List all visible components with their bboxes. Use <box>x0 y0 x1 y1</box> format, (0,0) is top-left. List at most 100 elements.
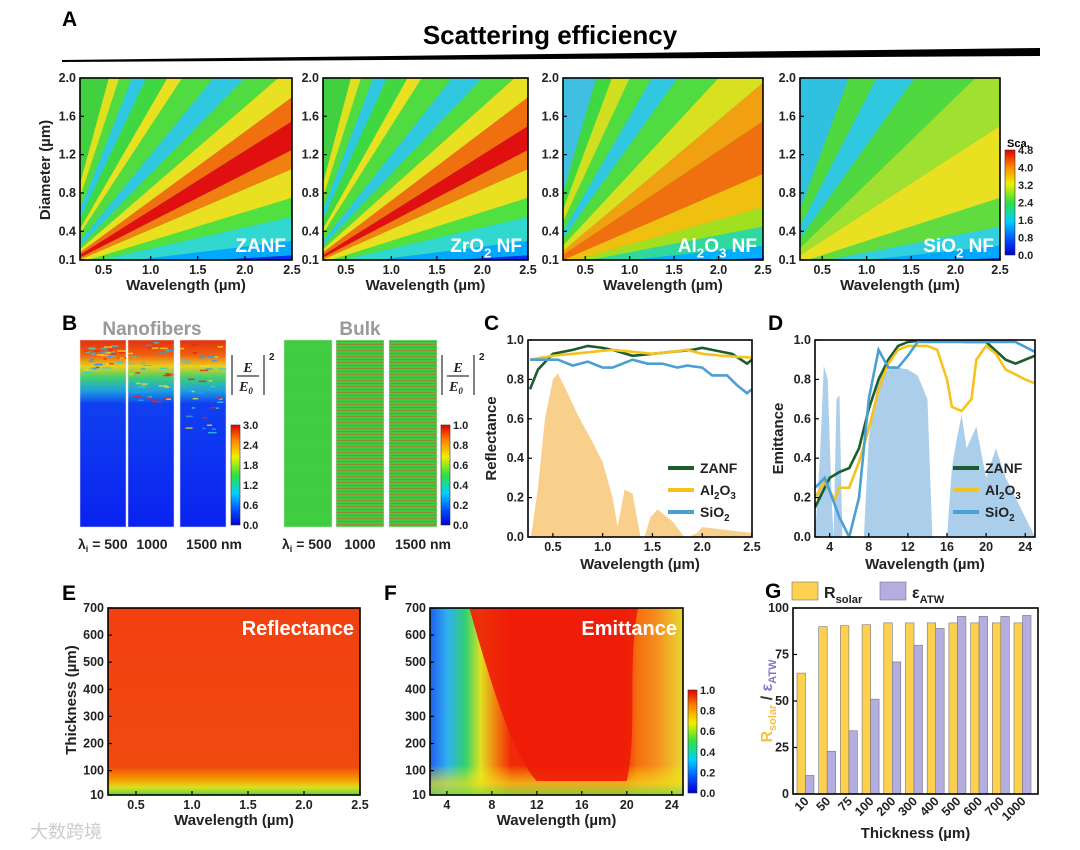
x-tick-label: 2.0 <box>694 540 711 554</box>
x-tick-label: 1.0 <box>621 263 638 277</box>
x-tick-label: 1.0 <box>858 263 875 277</box>
field-speckle <box>89 361 94 363</box>
field-speckle <box>111 353 116 355</box>
y-tick-label: 0 <box>782 787 789 801</box>
colorbar-title-e0: E0 <box>448 380 463 396</box>
field-speckle <box>147 397 151 399</box>
field-speckle <box>115 362 124 364</box>
panel-e: 0.5 1.0 1.5 2.0 2.510100200300400500600700Wa… <box>63 601 369 829</box>
x-tick-label: 4 <box>826 540 833 554</box>
y-tick-label: 1.2 <box>302 148 319 162</box>
colorbar-tick-label: 0.6 <box>453 460 468 472</box>
y-tick-label: 600 <box>405 628 426 642</box>
x-tick-label: 1.5 <box>665 263 682 277</box>
field-speckle <box>92 353 95 355</box>
y-axis-label: Emittance <box>770 403 787 475</box>
field-speckle <box>196 375 199 377</box>
field-speckle <box>133 395 141 397</box>
x-tick-label: 1.5 <box>428 263 445 277</box>
bar-rsolar <box>1014 623 1023 794</box>
y-tick-label: 0.8 <box>794 372 811 386</box>
field-speckle <box>141 368 145 370</box>
y-tick-label: 0.8 <box>59 186 76 200</box>
watermark: 大数跨境 <box>30 822 102 842</box>
label-part: / <box>759 691 776 704</box>
field-speckle <box>186 416 193 418</box>
field-speckle <box>187 389 194 391</box>
legend-label-zanf: ZANF <box>985 460 1023 476</box>
field-speckle <box>129 374 133 376</box>
panel-letter-b: B <box>62 312 77 335</box>
subscript: 3 <box>719 246 726 261</box>
x-axis-label: Wavelength (µm) <box>126 277 246 294</box>
x-tick-label: 0.5 <box>127 798 144 812</box>
colorbar-title-e: E <box>452 361 462 376</box>
bar-rsolar <box>840 626 849 794</box>
field-speckle <box>102 367 111 369</box>
field-speckle <box>128 353 133 355</box>
y-tick-label: 100 <box>405 764 426 778</box>
field-speckle <box>93 368 97 370</box>
colorbar-title-e: E <box>242 361 252 376</box>
field-speckle <box>108 350 112 352</box>
field-speckle <box>159 385 168 387</box>
field-speckle <box>202 365 211 367</box>
subscript: 3 <box>730 491 736 502</box>
y-tick-label: 0.8 <box>302 186 319 200</box>
wavelength-label: 1000 <box>136 536 167 552</box>
bulk-title: Bulk <box>339 319 381 340</box>
field-speckle <box>119 357 124 359</box>
y-tick-label: 0.2 <box>507 491 524 505</box>
y-tick-label: 1.6 <box>302 109 319 123</box>
field-speckle <box>138 400 143 402</box>
x-tick-label: 1.0 <box>383 263 400 277</box>
text-part: R <box>824 585 836 602</box>
legend-swatch <box>792 582 818 600</box>
panel-letter-c: C <box>484 312 499 335</box>
text-part: O <box>704 236 719 257</box>
value: = 500 <box>292 536 332 552</box>
panel-a-ylabel: Diameter (µm) <box>37 120 54 220</box>
x-tick-label: 16 <box>575 798 589 812</box>
wavelength-label-lambda: λi = 500 <box>78 536 128 554</box>
colorbar-tick-label: 0.0 <box>1018 250 1033 262</box>
y-tick-label: 1.6 <box>59 109 76 123</box>
y-tick-label: 75 <box>775 648 789 662</box>
field-speckle <box>218 346 223 348</box>
y-tick-label: 0.4 <box>59 224 76 238</box>
heatmap-4: 0.5 1.0 1.5 2.0 2.50.10.40.81.21.62.0Wavelen… <box>778 0 1045 294</box>
y-tick-label: 2.0 <box>779 71 796 85</box>
colorbar-tick-label: 0.6 <box>243 500 258 512</box>
lambda: λ <box>78 536 86 552</box>
x-tick-label: 2.5 <box>519 263 536 277</box>
x-tick-label: 8 <box>865 540 872 554</box>
bulk-field-map <box>336 340 384 527</box>
text-part: ZANF <box>985 460 1023 476</box>
field-speckle <box>208 432 216 434</box>
bar-atw <box>1023 615 1032 794</box>
text-part: Al <box>700 482 714 498</box>
legend-label: Rsolar <box>824 585 863 606</box>
text-part: ZrO <box>450 236 484 257</box>
text-part: ZANF <box>235 236 286 257</box>
nanofiber-field-map <box>180 340 226 527</box>
bar-rsolar <box>797 673 806 794</box>
panel-letter-a: A <box>62 8 77 31</box>
field-speckle <box>160 368 167 370</box>
y-tick-label: 700 <box>83 601 104 615</box>
field-speckle <box>135 372 140 374</box>
field-speckle <box>101 348 106 350</box>
panel-a-title: Scattering efficiency <box>423 20 678 50</box>
subscript: 3 <box>1015 491 1021 502</box>
legend-swatch <box>880 582 906 600</box>
y-tick-label: 200 <box>83 737 104 751</box>
text-part: O <box>719 482 730 498</box>
field-speckle <box>166 399 171 401</box>
panel-letter-g: G <box>765 580 781 603</box>
x-tick-label: 100 <box>852 794 877 819</box>
field-speckle <box>104 358 107 360</box>
field-speckle <box>217 401 223 403</box>
wavelength-label: 1500 nm <box>395 536 451 552</box>
colorbar-tick-label: 1.6 <box>1018 215 1033 227</box>
material-label: Al2O3 NF <box>678 236 757 261</box>
